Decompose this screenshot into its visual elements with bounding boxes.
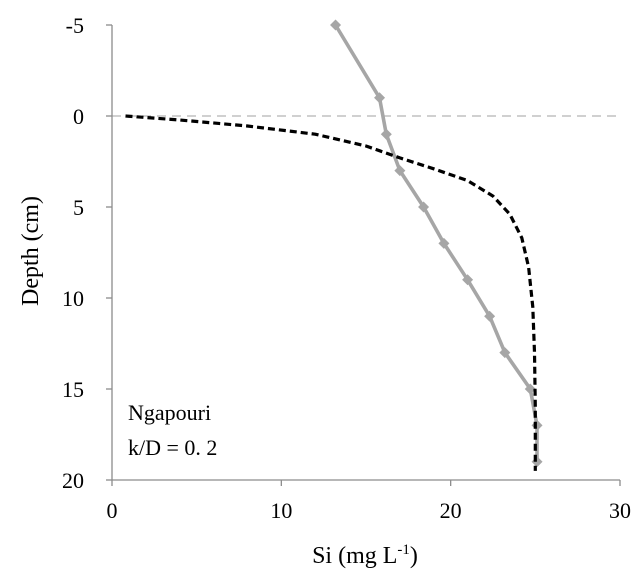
series-point-marker — [524, 383, 536, 395]
annotation-site: Ngapouri — [128, 400, 211, 425]
series-line-measured — [333, 24, 539, 462]
y-axis-title: Depth (cm) — [18, 196, 44, 306]
y-tick-label: 20 — [62, 468, 84, 493]
series-line-model-dashed — [125, 114, 537, 471]
x-tick-label: 20 — [440, 498, 462, 523]
series-point-marker — [374, 92, 386, 104]
x-axis-title-superscript: -1 — [397, 542, 410, 558]
series-point-marker — [418, 201, 430, 213]
annotation-kd: k/D = 0. 2 — [128, 435, 217, 460]
series-point-marker — [394, 165, 406, 177]
series-group — [125, 19, 543, 471]
series-point-marker — [462, 274, 474, 286]
labels-group: Depth (cm) Si (mg L-1) Ngapouri k/D = 0.… — [18, 196, 418, 569]
y-tick-label: 5 — [73, 195, 84, 220]
series-point-marker — [380, 128, 392, 140]
x-tick-label: 30 — [609, 498, 631, 523]
x-axis-title-suffix: ) — [410, 543, 418, 569]
x-tick-label: 0 — [107, 498, 118, 523]
y-tick-label: -5 — [66, 13, 84, 38]
x-tick-label: 10 — [270, 498, 292, 523]
series-point-marker — [499, 347, 511, 359]
y-tick-label: 15 — [62, 377, 84, 402]
series-point-marker — [438, 237, 450, 249]
series-point-marker — [484, 310, 496, 322]
series-point-marker — [531, 456, 543, 468]
y-tick-label: 0 — [73, 104, 84, 129]
x-axis-title-main: Si (mg L — [312, 543, 397, 569]
series-point-marker — [531, 419, 543, 431]
series-point-marker — [330, 19, 342, 31]
x-axis-title: Si (mg L-1) — [312, 542, 418, 569]
y-tick-label: 10 — [62, 286, 84, 311]
axes-group: -5 0 5 10 15 20 0 10 20 30 — [62, 13, 631, 523]
